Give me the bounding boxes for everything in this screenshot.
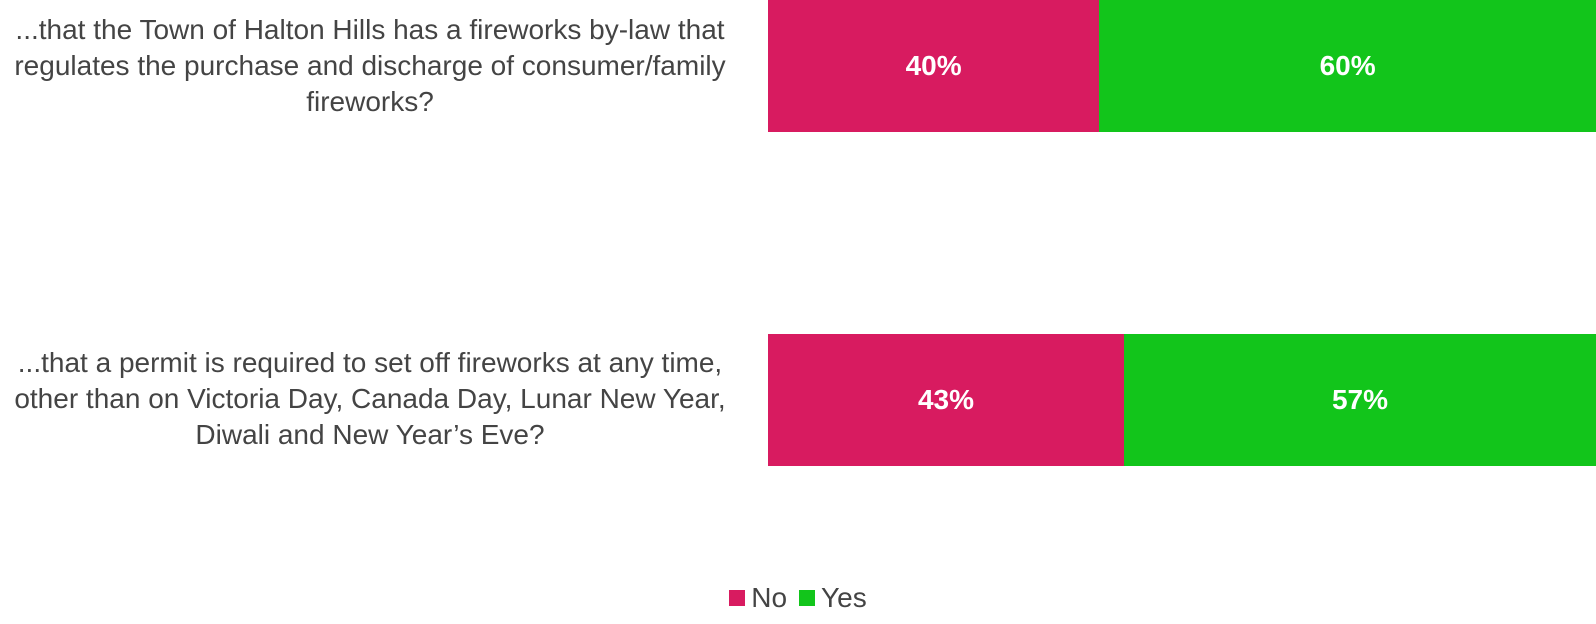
category-label-2: ...that a permit is required to set off … (14, 347, 726, 450)
bar-no-1 (768, 0, 1100, 132)
legend-label-no: No (751, 582, 788, 613)
legend-swatch-no (729, 590, 746, 606)
data-label-no-2: 43% (917, 384, 975, 415)
legend: No Yes (0, 582, 1596, 614)
data-label-yes-2: 57% (1331, 384, 1389, 415)
bar-yes-2 (1124, 334, 1596, 466)
bar-yes-1 (1099, 0, 1596, 132)
data-label-yes-1: 60% (1319, 50, 1376, 81)
bar-no-2 (768, 334, 1125, 466)
legend-item-yes: Yes (799, 582, 867, 614)
legend-item-no: No (729, 582, 787, 614)
legend-label-yes: Yes (821, 582, 867, 613)
legend-swatch-yes (799, 590, 816, 606)
data-label-no-1: 40% (905, 50, 962, 81)
category-label-1: ...that the Town of Halton Hills has a f… (14, 14, 726, 117)
